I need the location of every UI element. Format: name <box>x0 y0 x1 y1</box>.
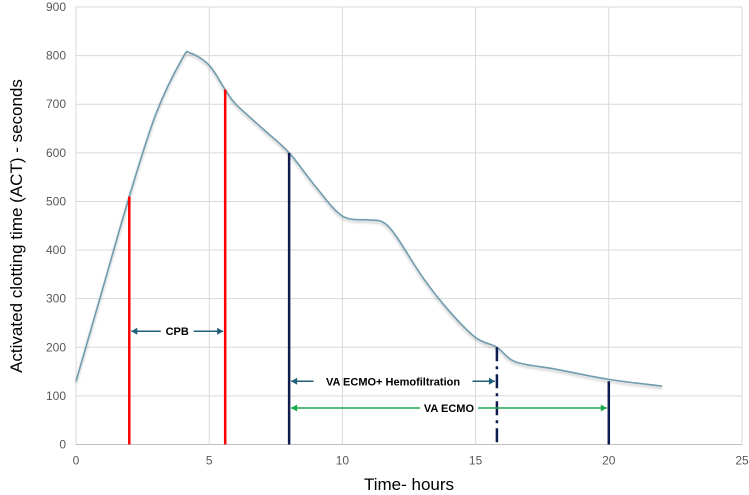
arrowhead-right-icon <box>217 327 224 335</box>
y-tick-label: 700 <box>46 97 66 111</box>
y-tick-label: 500 <box>46 194 66 208</box>
x-tick-label: 15 <box>469 454 483 468</box>
y-tick-label: 800 <box>46 49 66 63</box>
y-tick-label: 900 <box>46 0 66 14</box>
y-tick-label: 400 <box>46 243 66 257</box>
arrowhead-left-icon <box>291 404 298 412</box>
arrowhead-right-icon <box>600 404 607 412</box>
annotation-label: VA ECMO+ Hemofiltration <box>326 376 460 388</box>
y-axis-label: Activated clotting time (ACT) - seconds <box>7 79 26 373</box>
y-tick-label: 200 <box>46 340 66 354</box>
x-tick-label: 25 <box>735 454 749 468</box>
x-tick-label: 0 <box>73 454 80 468</box>
y-tick-label: 100 <box>46 389 66 403</box>
arrowhead-right-icon <box>488 377 495 385</box>
arrowhead-left-icon <box>291 377 298 385</box>
annotation-label: CPB <box>166 326 189 338</box>
y-tick-label: 0 <box>59 438 66 452</box>
annotation-label: VA ECMO <box>424 403 475 415</box>
x-tick-label: 10 <box>336 454 350 468</box>
x-axis-label: Time- hours <box>364 475 454 494</box>
act-series-line <box>75 50 663 387</box>
arrowhead-left-icon <box>131 327 138 335</box>
y-tick-label: 600 <box>46 146 66 160</box>
x-tick-label: 20 <box>602 454 616 468</box>
x-tick-label: 5 <box>206 454 213 468</box>
y-tick-label: 300 <box>46 292 66 306</box>
